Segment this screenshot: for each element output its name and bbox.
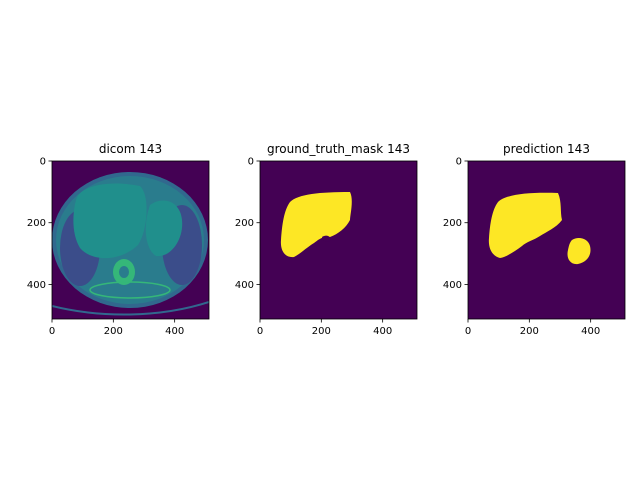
y-tick-label: 200 — [27, 218, 46, 229]
ground-truth-image — [260, 161, 417, 319]
table-edge — [52, 301, 209, 316]
x-tick-label: 400 — [373, 326, 392, 337]
panel-prediction: prediction 143 0 200 400 0 200 400 — [443, 142, 626, 337]
x-tick-label: 400 — [165, 326, 184, 337]
x-tick-label: 200 — [520, 326, 539, 337]
liver-region — [73, 183, 147, 259]
y-tick-label: 0 — [456, 157, 462, 168]
dicom-image — [52, 161, 209, 319]
panel-ground-truth: ground_truth_mask 143 0 200 400 0 200 400 — [235, 142, 418, 337]
axes-frame — [467, 160, 626, 320]
panel-dicom: dicom 143 0 200 400 0 200 400 — [27, 142, 210, 337]
axes-frame — [51, 160, 210, 320]
prediction-image — [468, 161, 625, 319]
y-tick-label: 400 — [27, 280, 46, 291]
panel-title: ground_truth_mask 143 — [267, 142, 410, 156]
panel-title: prediction 143 — [503, 142, 590, 156]
heart-region — [145, 200, 183, 257]
x-tick-label: 0 — [257, 326, 263, 337]
x-tick-label: 0 — [49, 326, 55, 337]
axes-frame — [259, 160, 418, 320]
y-tick-label: 0 — [40, 157, 46, 168]
mask-notch — [322, 235, 331, 242]
panel-title: dicom 143 — [99, 142, 162, 156]
spine-core — [119, 266, 129, 278]
x-tick-label: 200 — [312, 326, 331, 337]
y-tick-label: 400 — [235, 280, 254, 291]
prediction-lesion — [567, 238, 591, 265]
x-tick-label: 200 — [104, 326, 123, 337]
liver-mask — [280, 192, 352, 258]
x-tick-label: 0 — [465, 326, 471, 337]
y-tick-label: 200 — [443, 218, 462, 229]
y-tick-label: 200 — [235, 218, 254, 229]
y-tick-label: 400 — [443, 280, 462, 291]
x-tick-label: 400 — [581, 326, 600, 337]
y-tick-label: 0 — [248, 157, 254, 168]
liver-prediction — [488, 192, 562, 258]
rib-arc — [89, 281, 171, 299]
